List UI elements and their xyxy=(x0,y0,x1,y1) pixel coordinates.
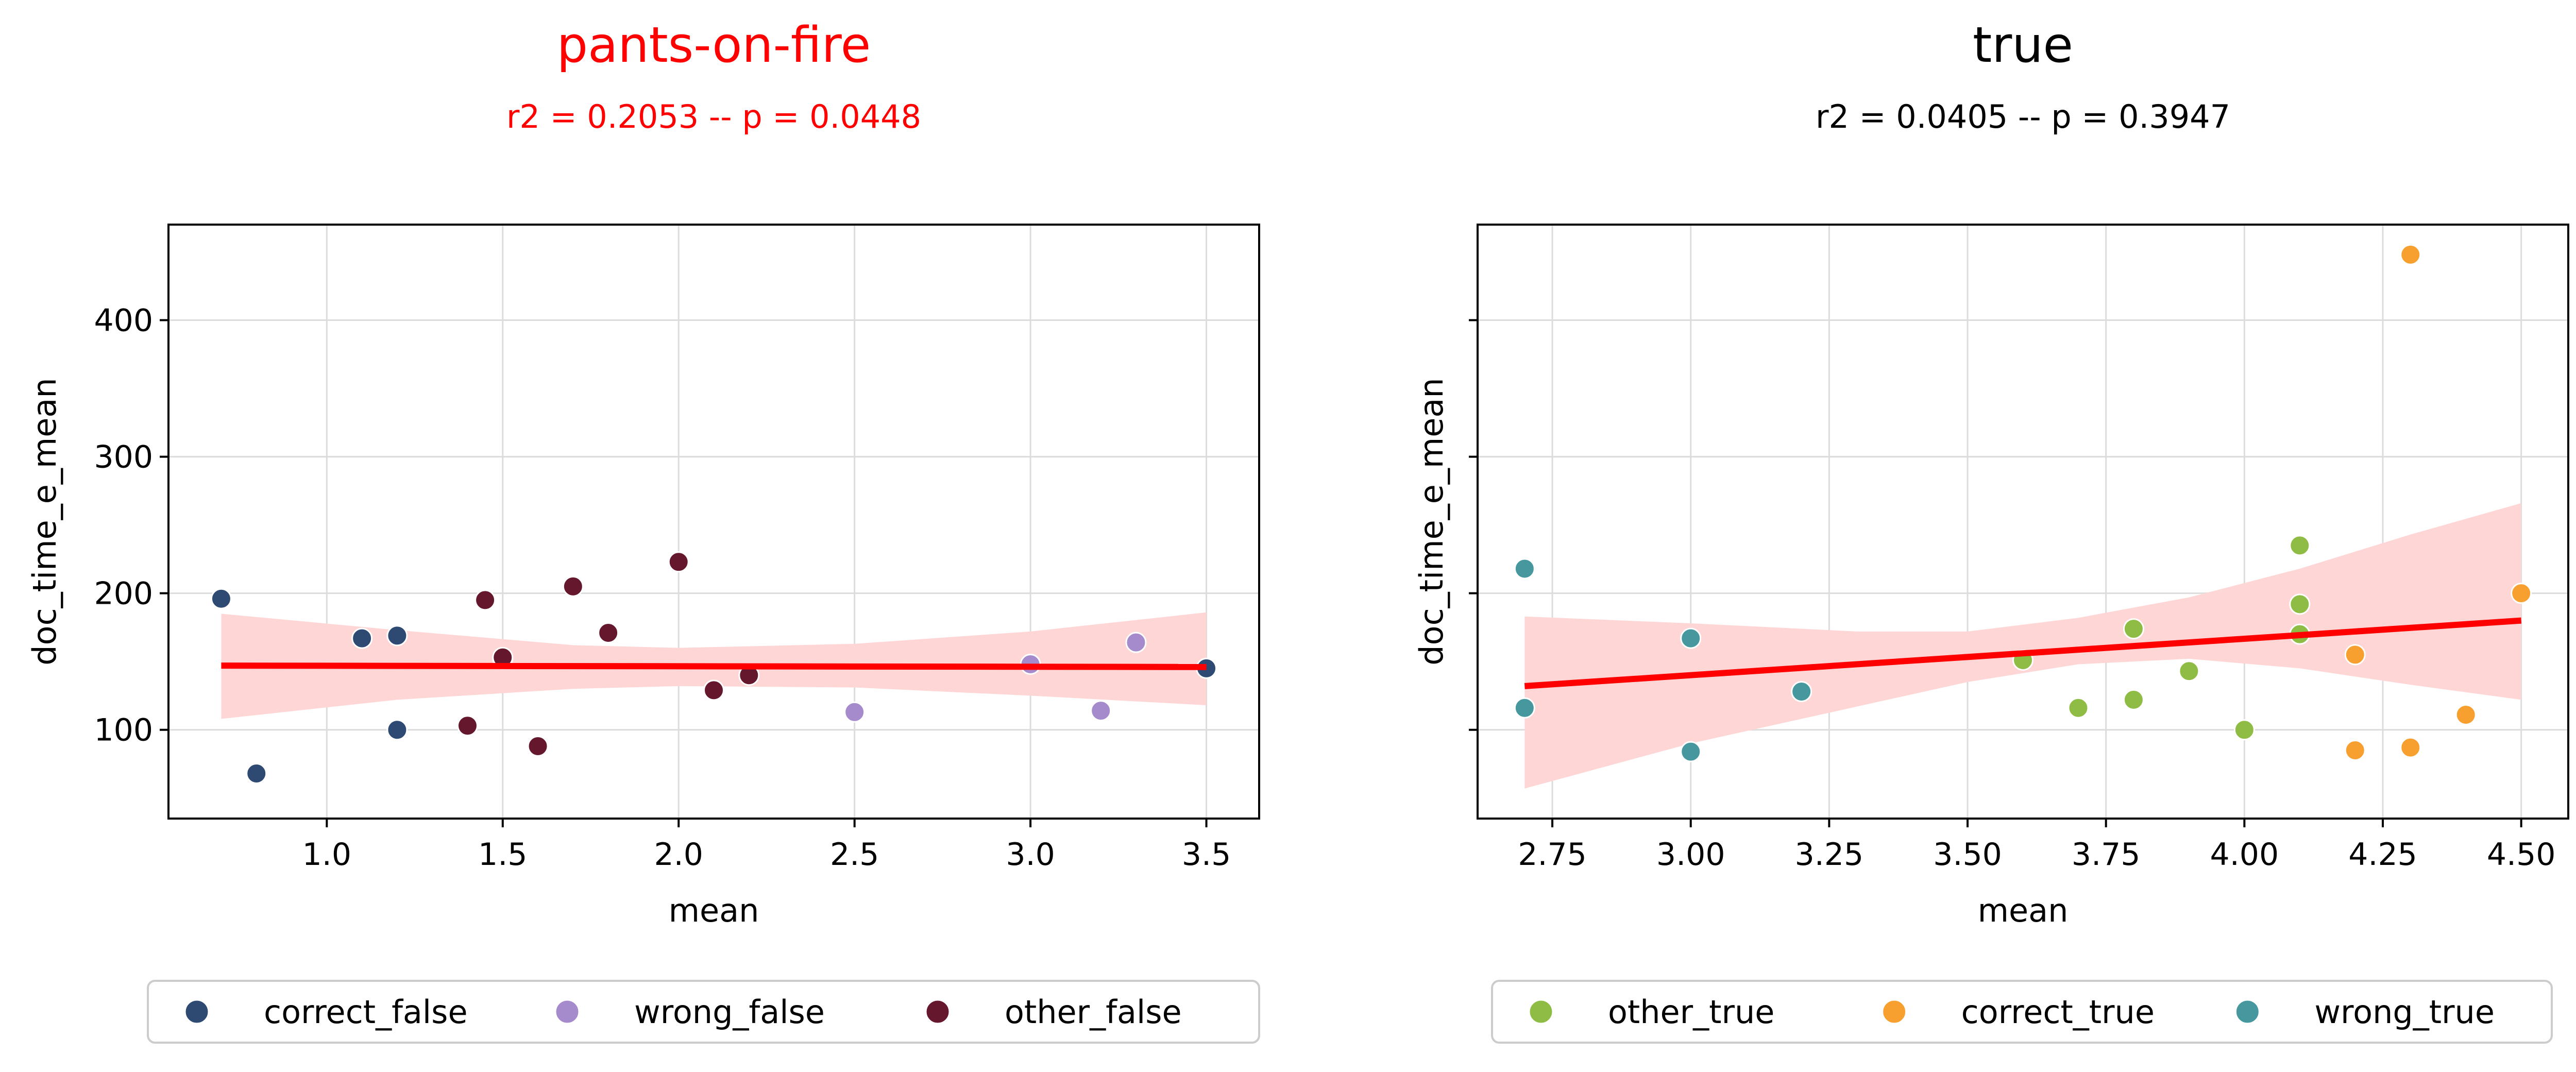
legend-marker-other_true xyxy=(1528,999,1554,1025)
x-axis-label: mean xyxy=(669,892,759,929)
axes-frame xyxy=(167,224,1260,820)
data-point-correct_true xyxy=(2511,583,2532,604)
data-point-other_true xyxy=(2289,593,2311,615)
data-point-wrong_true xyxy=(1514,697,1535,719)
y-axis-label: doc_time_e_mean xyxy=(26,378,63,665)
legend-label: other_true xyxy=(1608,993,1774,1031)
axes-frame xyxy=(1477,224,2569,820)
x-tick-label: 2.0 xyxy=(654,837,703,873)
data-point-correct_true xyxy=(2455,704,2477,726)
x-tick-label: 3.50 xyxy=(1933,837,2002,873)
data-point-correct_true xyxy=(2344,739,2366,761)
x-tick-label: 1.5 xyxy=(478,837,527,873)
data-point-correct_true xyxy=(2400,737,2421,758)
legend-marker-correct_false xyxy=(184,999,210,1025)
legend: other_true correct_true wrong_true xyxy=(1491,980,2553,1044)
data-point-wrong_true xyxy=(1791,680,1812,702)
data-point-other_true xyxy=(2289,535,2311,556)
data-point-other_true xyxy=(2123,618,2144,640)
legend-label: other_false xyxy=(1005,993,1182,1031)
data-point-correct_false xyxy=(351,627,373,649)
data-point-other_false xyxy=(456,715,478,737)
data-point-wrong_false xyxy=(844,701,866,723)
regression-line xyxy=(221,662,1207,670)
chart-subtitle: r2 = 0.0405 -- p = 0.3947 xyxy=(1816,98,2230,135)
data-point-correct_true xyxy=(2344,644,2366,666)
legend-label: correct_false xyxy=(264,993,468,1031)
y-tick-label: 400 xyxy=(94,303,153,339)
data-point-correct_false xyxy=(246,763,267,785)
legend-marker-other_false xyxy=(925,999,951,1025)
x-tick-label: 3.0 xyxy=(1006,837,1055,873)
data-point-wrong_true xyxy=(1514,558,1535,580)
chart-title: pants-on-fire xyxy=(557,17,871,74)
x-axis-label: mean xyxy=(1978,892,2069,929)
data-point-other_true xyxy=(2067,697,2089,719)
x-tick-label: 4.50 xyxy=(2487,837,2556,873)
data-point-other_false xyxy=(474,589,496,611)
data-point-other_false xyxy=(562,575,584,597)
legend-label: wrong_true xyxy=(2314,993,2495,1031)
legend-marker-wrong_false xyxy=(554,999,580,1025)
data-point-other_true xyxy=(2178,660,2200,682)
confidence-band xyxy=(1524,503,2521,789)
y-tick-label: 300 xyxy=(94,439,153,475)
y-axis-label: doc_time_e_mean xyxy=(1413,378,1450,665)
legend-box xyxy=(147,980,1260,1044)
data-point-wrong_false xyxy=(1125,632,1147,653)
data-point-other_false xyxy=(598,622,619,644)
data-point-other_false xyxy=(703,679,724,701)
legend-marker-correct_true xyxy=(1882,999,1907,1025)
x-tick-label: 4.00 xyxy=(2210,837,2279,873)
legend-box xyxy=(1491,980,2553,1044)
x-tick-label: 3.5 xyxy=(1182,837,1231,873)
data-point-wrong_true xyxy=(1680,627,1702,649)
x-tick-label: 3.00 xyxy=(1656,837,1725,873)
x-tick-label: 2.5 xyxy=(830,837,879,873)
data-point-other_false xyxy=(668,551,689,573)
x-tick-label: 2.75 xyxy=(1518,837,1587,873)
chart-panel-2: true r2 = 0.0405 -- p = 0.3947 2.75 3.00 3.2… xyxy=(1413,17,2569,1044)
data-point-wrong_true xyxy=(1680,741,1702,762)
x-tick-label: 1.0 xyxy=(302,837,351,873)
data-point-other_true xyxy=(2123,689,2144,710)
data-point-correct_true xyxy=(2400,244,2421,265)
chart-panel-1: pants-on-fire r2 = 0.2053 -- p = 0.0448 1.… xyxy=(26,17,1260,1044)
data-point-correct_false xyxy=(210,588,232,609)
regression-line xyxy=(1524,617,2522,689)
data-point-wrong_false xyxy=(1090,700,1112,722)
y-tick-label: 100 xyxy=(94,712,153,748)
data-point-other_true xyxy=(2233,719,2255,741)
x-tick-label: 4.25 xyxy=(2348,837,2417,873)
legend-marker-wrong_true xyxy=(2234,999,2260,1025)
y-tick-label: 200 xyxy=(94,576,153,612)
legend-label: wrong_false xyxy=(634,993,825,1031)
data-point-other_false xyxy=(527,736,549,757)
chart-title: true xyxy=(1973,17,2073,74)
legend: correct_false wrong_false other_false xyxy=(147,980,1260,1044)
data-point-correct_false xyxy=(386,719,408,741)
x-tick-label: 3.75 xyxy=(2072,837,2141,873)
data-point-correct_false xyxy=(386,625,408,646)
legend-label: correct_true xyxy=(1961,993,2155,1031)
x-tick-label: 3.25 xyxy=(1795,837,1864,873)
chart-subtitle: r2 = 0.2053 -- p = 0.0448 xyxy=(506,98,921,135)
